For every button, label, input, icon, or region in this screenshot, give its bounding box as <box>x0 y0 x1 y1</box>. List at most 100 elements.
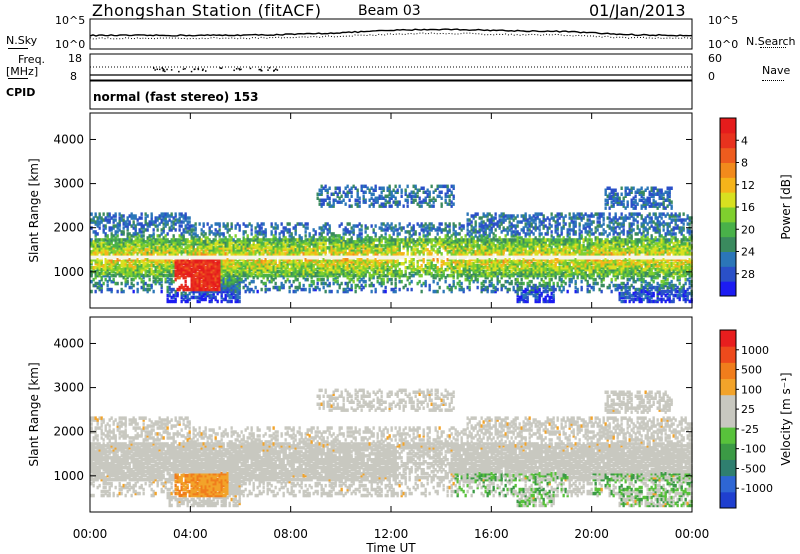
heatmap-cell <box>124 281 127 286</box>
heatmap-cell <box>472 214 475 218</box>
heatmap-cell <box>206 275 209 280</box>
heatmap-cell <box>218 256 221 260</box>
heatmap-cell <box>444 198 447 202</box>
heatmap-cell <box>242 267 245 272</box>
heatmap-cell <box>204 275 207 280</box>
heatmap-cell <box>152 232 155 236</box>
heatmap-cell <box>226 246 229 250</box>
heatmap-cell <box>320 202 323 206</box>
heatmap-cell <box>94 271 97 276</box>
heatmap-cell <box>234 254 237 258</box>
heatmap-cell <box>274 262 277 266</box>
heatmap-cell <box>442 228 445 232</box>
heatmap-cell <box>426 262 429 266</box>
heatmap-cell <box>178 212 181 216</box>
heatmap-cell <box>102 230 105 234</box>
heatmap-cell <box>110 226 113 230</box>
heatmap-cell <box>246 285 249 290</box>
heatmap-cell <box>254 264 257 268</box>
heatmap-cell <box>234 283 237 288</box>
heatmap-cell <box>342 228 345 232</box>
heatmap-cell <box>214 271 217 276</box>
heatmap-cell <box>208 256 211 260</box>
heatmap-cell <box>162 250 165 254</box>
heatmap-cell <box>234 258 237 262</box>
heatmap-cell <box>200 244 203 248</box>
heatmap-cell <box>204 271 207 276</box>
heatmap-cell <box>274 256 277 260</box>
heatmap-cell <box>252 236 255 240</box>
heatmap-cell <box>136 271 139 276</box>
heatmap-cell <box>290 242 293 246</box>
heatmap-cell <box>276 271 279 276</box>
heatmap-cell <box>220 256 223 260</box>
heatmap-cell <box>224 224 227 228</box>
heatmap-cell <box>206 262 209 266</box>
heatmap-cell <box>166 258 169 262</box>
heatmap-cell <box>212 293 215 298</box>
heatmap-cell <box>210 262 213 266</box>
heatmap-cell <box>304 222 307 226</box>
heatmap-cell <box>180 299 183 304</box>
heatmap-cell <box>132 244 135 248</box>
heatmap-cell <box>192 283 195 288</box>
heatmap-cell <box>276 273 279 278</box>
heatmap-cell <box>94 258 97 262</box>
heatmap-cell <box>218 287 221 292</box>
heatmap-cell <box>440 196 443 200</box>
heatmap-cell <box>178 264 181 268</box>
heatmap-cell <box>196 252 199 256</box>
heatmap-cell <box>182 234 185 238</box>
heatmap-cell <box>278 273 281 278</box>
heatmap-cell <box>418 204 421 208</box>
heatmap-cell <box>290 267 293 272</box>
heatmap-cell <box>222 234 225 238</box>
heatmap-cell <box>264 228 267 232</box>
heatmap-cell <box>202 287 205 292</box>
heatmap-cell <box>262 266 265 270</box>
heatmap-cell <box>326 283 329 288</box>
heatmap-cell <box>468 234 471 238</box>
heatmap-cell <box>90 212 93 216</box>
heatmap-cell <box>280 246 283 250</box>
heatmap-cell <box>200 297 203 302</box>
heatmap-cell <box>210 256 213 260</box>
heatmap-cell <box>254 246 257 250</box>
heatmap-cell <box>162 252 165 256</box>
heatmap-cell <box>372 198 375 202</box>
heatmap-cell <box>398 184 401 189</box>
heatmap-cell <box>164 250 167 254</box>
heatmap-cell <box>354 283 357 288</box>
heatmap-cell <box>226 244 229 248</box>
heatmap-cell <box>136 260 139 264</box>
heatmap-cell <box>238 246 241 250</box>
heatmap-cell <box>164 273 167 278</box>
heatmap-cell <box>192 266 195 270</box>
heatmap-cell <box>258 262 261 266</box>
heatmap-cell <box>256 264 259 268</box>
heatmap-cell <box>188 224 191 228</box>
heatmap-cell <box>188 252 191 256</box>
heatmap-cell <box>192 240 195 244</box>
heatmap-cell <box>162 248 165 252</box>
heatmap-cell <box>470 262 473 266</box>
heatmap-cell <box>172 264 175 268</box>
heatmap-cell <box>238 226 241 230</box>
heatmap-cell <box>214 228 217 232</box>
heatmap-cell <box>248 273 251 278</box>
heatmap-cell <box>386 267 389 272</box>
heatmap-cell <box>376 260 379 264</box>
heatmap-cell <box>130 281 133 286</box>
heatmap-cell <box>110 242 113 246</box>
heatmap-cell <box>170 277 173 282</box>
heatmap-cell <box>414 240 417 244</box>
heatmap-cell <box>172 250 175 254</box>
heatmap-cell <box>230 293 233 298</box>
heatmap-cell <box>236 246 239 250</box>
heatmap-cell <box>162 267 165 272</box>
heatmap-cell <box>94 260 97 264</box>
heatmap-cell <box>212 281 215 286</box>
heatmap-cell <box>254 252 257 256</box>
heatmap-cell <box>324 222 327 226</box>
heatmap-cell <box>140 260 143 264</box>
